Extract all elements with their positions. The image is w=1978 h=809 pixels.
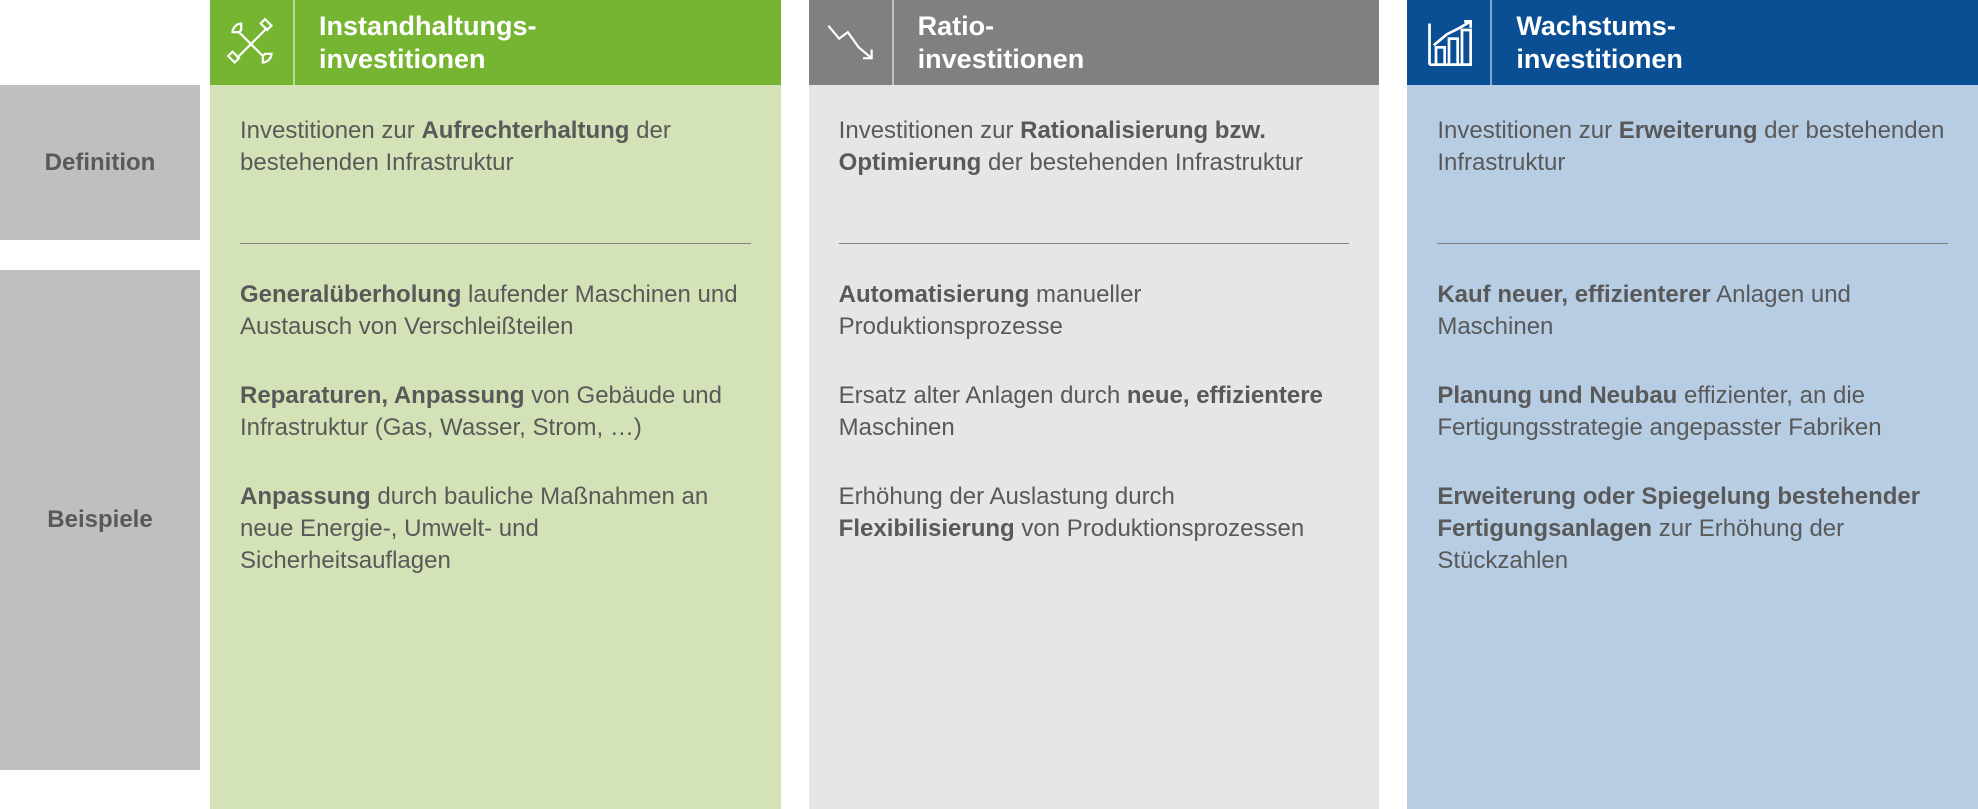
col-ratio: Ratio-investitionen Investitionen zur Ra… [809, 0, 1380, 809]
row-label-definition: Definition [0, 85, 200, 240]
divider [240, 243, 751, 244]
divider [839, 243, 1350, 244]
col-wachstum: Wachstums-investitionen Investitionen zu… [1407, 0, 1978, 809]
row-label-examples: Beispiele [0, 270, 200, 770]
col-header: Ratio-investitionen [809, 0, 1380, 85]
col-title: Wachstums-investitionen [1492, 10, 1683, 75]
example-item: Planung und Neubau effizienter, an die F… [1437, 380, 1948, 445]
divider [1437, 243, 1948, 244]
definition-text: Investitionen zur Rationalisierung bzw. … [839, 115, 1350, 225]
example-item: Erweiterung oder Spiegelung bestehender … [1437, 481, 1948, 578]
definition-text: Investitionen zur Aufrechterhaltung der … [240, 115, 751, 225]
columns-wrap: Instandhaltungs-investitionen Investitio… [200, 0, 1978, 809]
decline-icon [809, 0, 894, 85]
tools-icon [210, 0, 295, 85]
col-body: Investitionen zur Rationalisierung bzw. … [809, 85, 1380, 809]
example-item: Automatisierung manueller Produktionspro… [839, 279, 1350, 344]
col-body: Investitionen zur Erweiterung der besteh… [1407, 85, 1978, 809]
example-item: Kauf neuer, effizienterer Anlagen und Ma… [1437, 279, 1948, 344]
example-item: Reparaturen, Anpassung von Gebäude und I… [240, 380, 751, 445]
example-item: Generalüberholung laufender Maschinen un… [240, 279, 751, 344]
col-instandhaltung: Instandhaltungs-investitionen Investitio… [210, 0, 781, 809]
example-item: Anpassung durch bauliche Maßnahmen an ne… [240, 481, 751, 578]
col-header: Instandhaltungs-investitionen [210, 0, 781, 85]
definition-text: Investitionen zur Erweiterung der besteh… [1437, 115, 1948, 225]
growth-icon [1407, 0, 1492, 85]
col-title: Ratio-investitionen [894, 10, 1085, 75]
infographic-container: Definition Beispiele Instandhaltun [0, 0, 1978, 809]
row-labels: Definition Beispiele [0, 0, 200, 809]
col-body: Investitionen zur Aufrechterhaltung der … [210, 85, 781, 809]
example-item: Erhöhung der Auslastung durch Flexibilis… [839, 481, 1350, 546]
col-header: Wachstums-investitionen [1407, 0, 1978, 85]
example-item: Ersatz alter Anlagen durch neue, effizie… [839, 380, 1350, 445]
col-title: Instandhaltungs-investitionen [295, 10, 537, 75]
